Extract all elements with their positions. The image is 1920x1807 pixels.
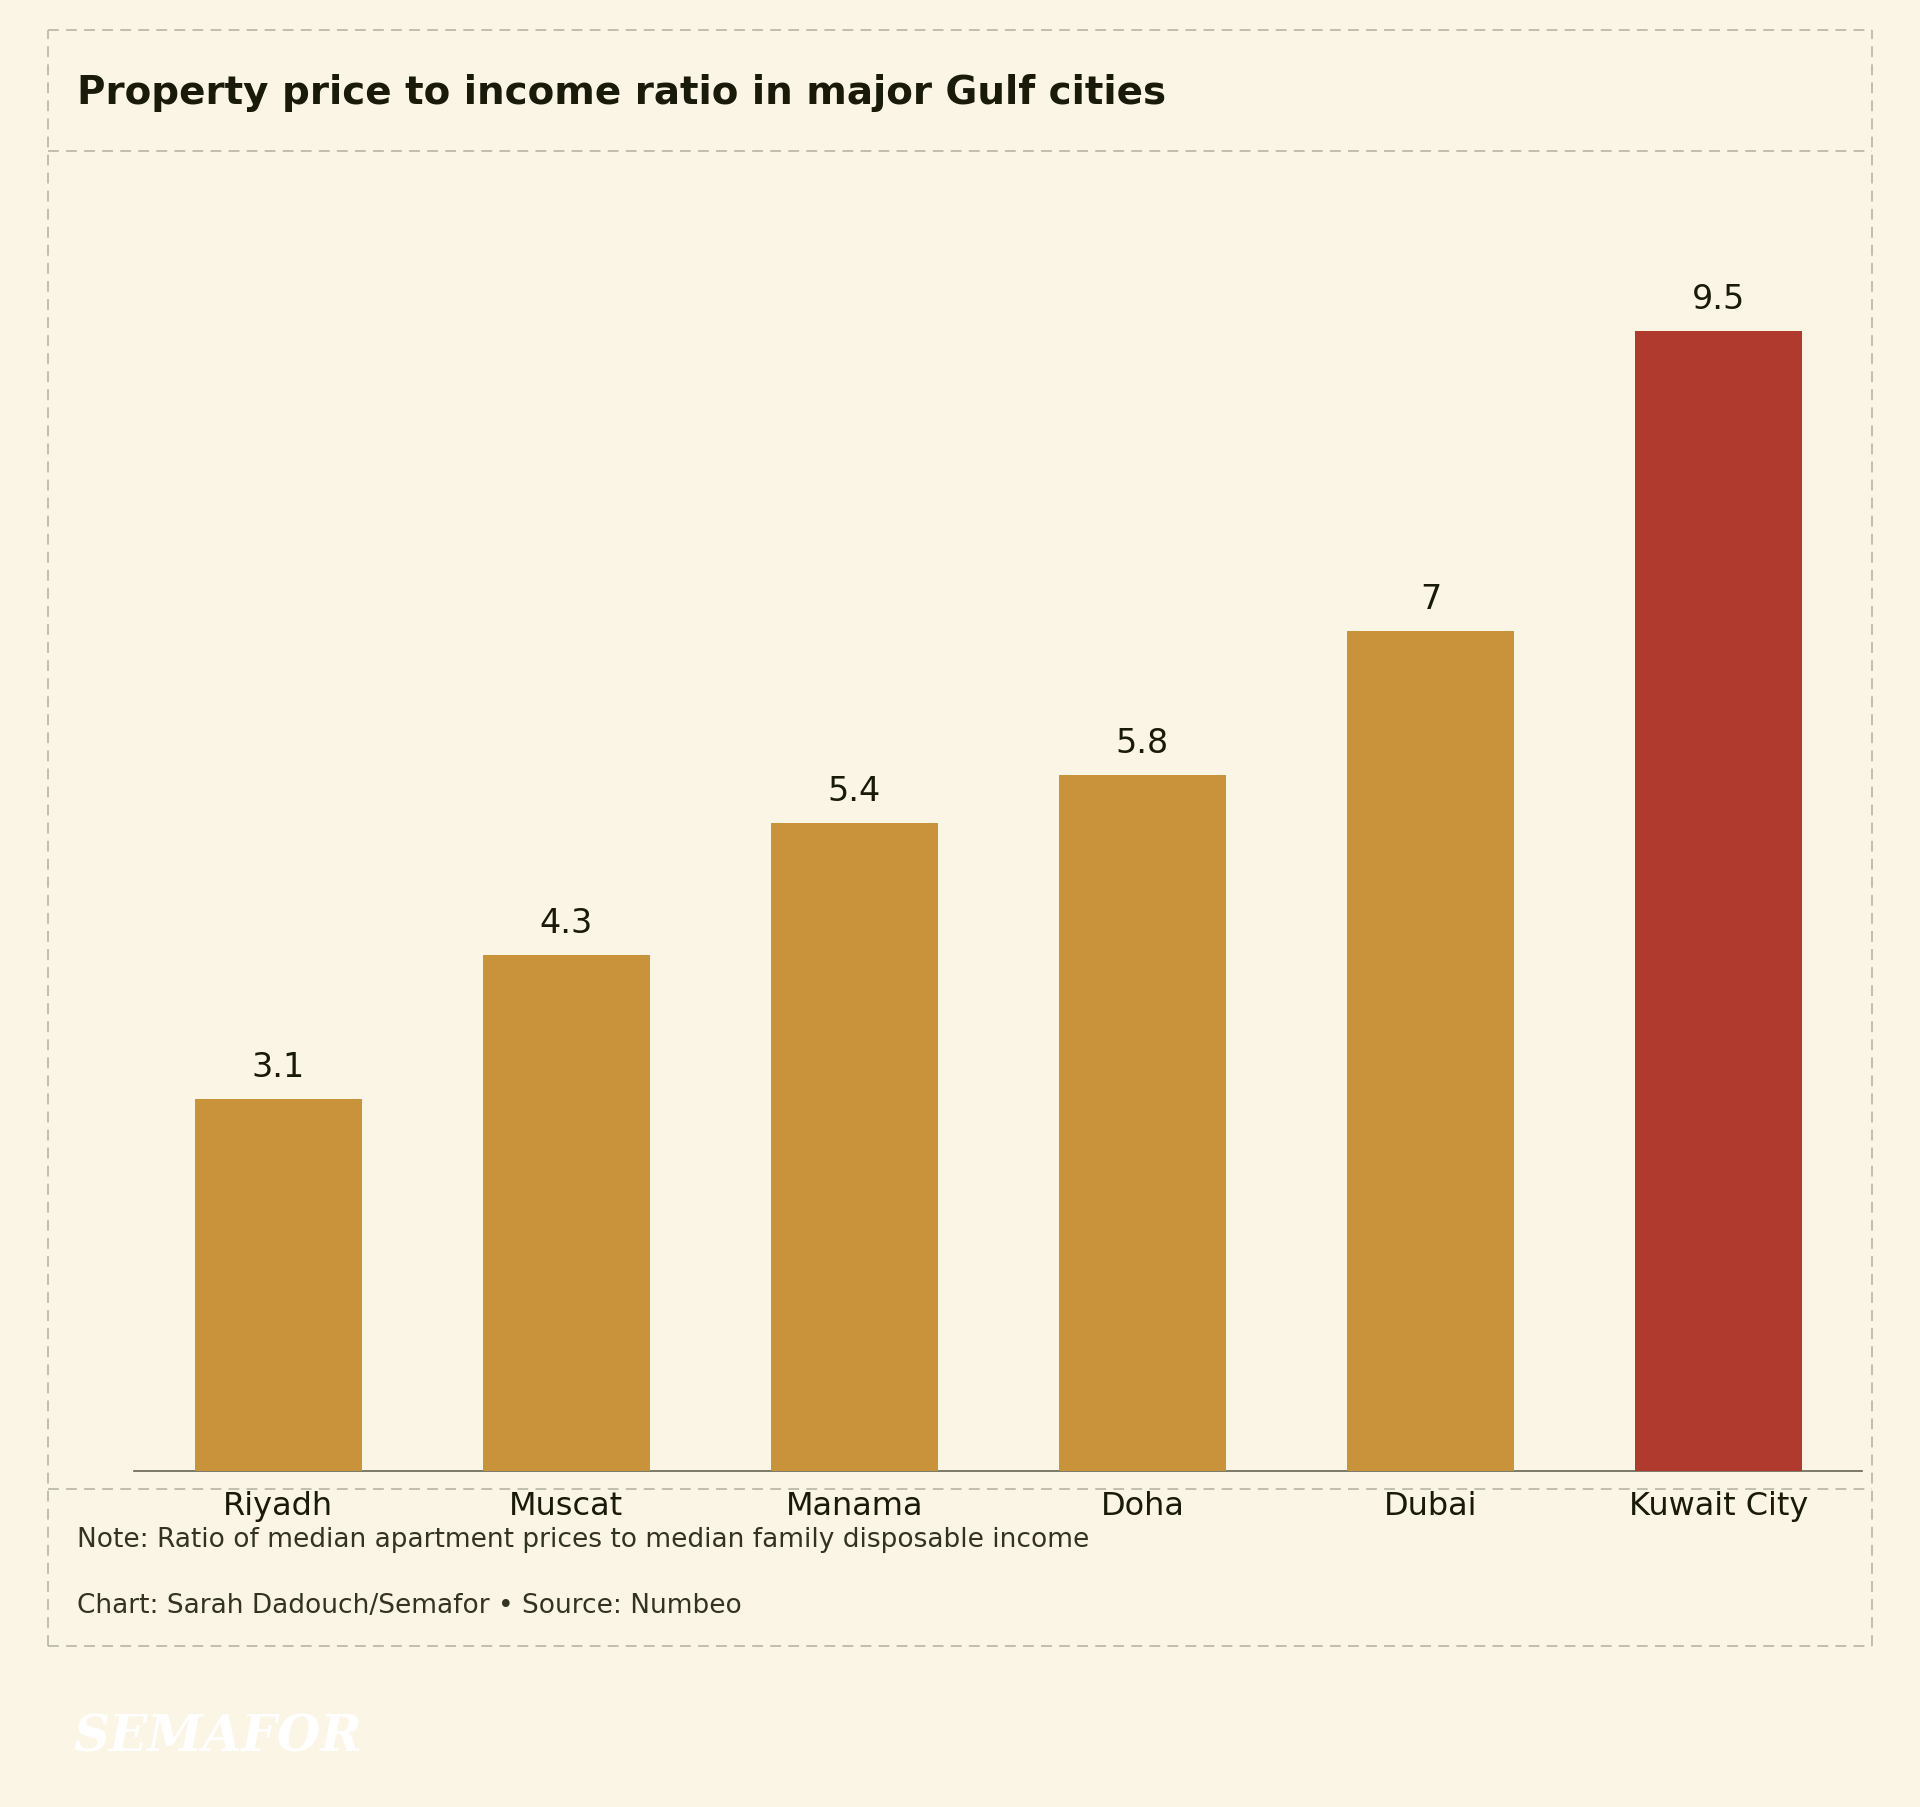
- Bar: [1634, 332, 1801, 1471]
- Text: Chart: Sarah Dadouch/Semafor • Source: Numbeo: Chart: Sarah Dadouch/Semafor • Source: N…: [77, 1592, 741, 1617]
- Bar: [1058, 775, 1225, 1471]
- Text: 9.5: 9.5: [1692, 284, 1745, 316]
- Text: 5.8: 5.8: [1116, 726, 1169, 759]
- Text: 3.1: 3.1: [252, 1050, 305, 1084]
- Text: Property price to income ratio in major Gulf cities: Property price to income ratio in major …: [77, 74, 1165, 112]
- Bar: [770, 824, 937, 1471]
- Text: 4.3: 4.3: [540, 907, 593, 940]
- Text: SEMAFOR: SEMAFOR: [73, 1713, 361, 1762]
- Text: 5.4: 5.4: [828, 775, 881, 808]
- Bar: [1346, 631, 1513, 1471]
- Bar: [482, 956, 649, 1471]
- Bar: [196, 1099, 361, 1471]
- Text: 7: 7: [1419, 584, 1442, 616]
- Text: Note: Ratio of median apartment prices to median family disposable income: Note: Ratio of median apartment prices t…: [77, 1527, 1089, 1552]
